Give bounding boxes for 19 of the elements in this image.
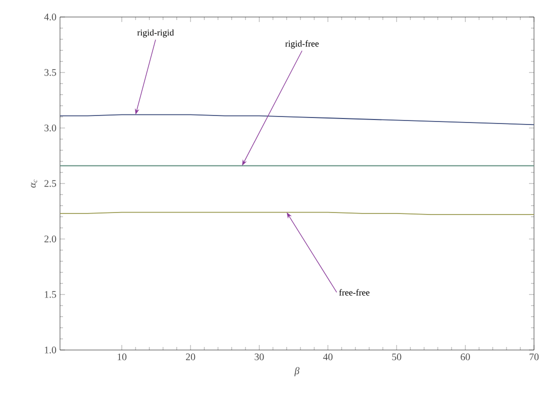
y-tick-label: 3.5 (44, 69, 56, 76)
y-tick-label: 2.0 (44, 236, 56, 242)
x-tick-label: 50 (392, 354, 402, 360)
x-tick-label: 70 (530, 354, 539, 360)
x-tick-label: 10 (118, 354, 126, 360)
y-tick-label: 3.0 (44, 124, 56, 132)
x-tick-label: 30 (254, 354, 264, 360)
annotation: rigid-free (285, 40, 319, 49)
annotation: free-free (339, 289, 370, 296)
x-tick-label: 40 (323, 354, 333, 360)
x-tick-label: 20 (186, 354, 196, 360)
y-tick-label: 2.5 (44, 180, 56, 187)
y-tick-label: 4.0 (44, 14, 56, 20)
y-tick-label: 1.0 (44, 346, 56, 354)
y-axis-title: α$_{c}$ (30, 180, 38, 188)
x-tick-label: 60 (460, 354, 470, 360)
annotation: rigid-rigid (137, 29, 174, 38)
x-axis-title: β (294, 367, 300, 376)
y-tick-label: 1.5 (44, 291, 56, 298)
